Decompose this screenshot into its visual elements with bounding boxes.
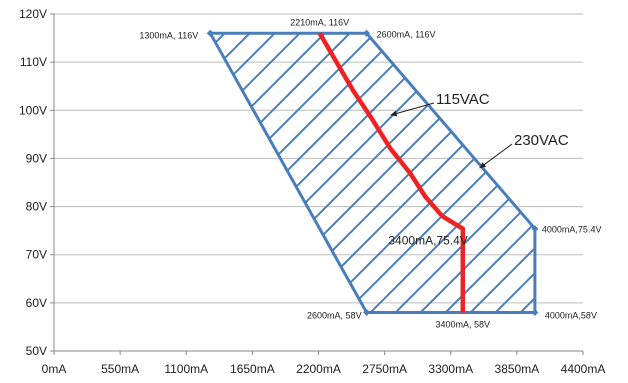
hatch-line — [524, 33, 535, 313]
x-tick-label: 550mA — [101, 362, 139, 376]
point-label: 2600mA, 116V — [377, 29, 436, 39]
hatch-line — [210, 33, 459, 313]
hatch-line — [210, 33, 434, 313]
x-tick-label: 1650mA — [230, 362, 275, 376]
hatch-line — [274, 33, 535, 313]
hatch-line — [224, 33, 535, 313]
hatch-line — [210, 33, 309, 313]
callout-label: 115VAC — [436, 91, 490, 108]
callout-arrowhead — [479, 162, 487, 169]
x-tick-label: 0mA — [42, 362, 67, 376]
y-tick-label: 90V — [26, 151, 47, 165]
y-tick-label: 100V — [19, 103, 47, 117]
hatch-line — [399, 33, 535, 313]
region-vertex-marker — [206, 29, 214, 37]
hatch-line — [299, 33, 535, 313]
x-tick-label: 2200mA — [296, 362, 341, 376]
gridlines — [54, 13, 583, 304]
point-label: 1300mA, 116V — [139, 30, 198, 40]
region-vertex-marker — [531, 225, 539, 233]
region-vertex-marker — [363, 29, 371, 37]
hatch-line — [210, 33, 384, 313]
region-outline — [208, 31, 537, 314]
hatch-line — [210, 33, 409, 313]
x-tick-label: 1100mA — [164, 362, 208, 376]
axes: 50V 60V 70V 80V 90V 100V 110V 120V 0mA 550mA 1100m… — [19, 7, 605, 376]
hatch-line — [474, 33, 535, 313]
point-label: 4000mA,58V — [545, 310, 597, 320]
hatch-line — [550, 0, 628, 383]
x-tick-label: 3300mA — [428, 362, 473, 376]
region-vertex-marker — [531, 308, 539, 316]
hatch-line — [600, 0, 628, 383]
hatch-line — [575, 0, 628, 383]
x-tick-label: 2750mA — [362, 362, 407, 376]
mid-point-label: 3400mA,75.4V — [388, 234, 467, 248]
callout-leader — [479, 143, 513, 169]
point-labels: 1300mA, 116V 2210mA, 116V 2600mA, 116V 4000… — [139, 17, 601, 329]
point-label: 2600mA, 58V — [307, 310, 362, 320]
hatch-line — [210, 33, 535, 313]
callouts: 115VAC 230VAC — [390, 91, 569, 169]
hatch-line — [499, 33, 535, 313]
hatch-line — [210, 33, 535, 313]
point-label: 3400mA, 58V — [435, 319, 490, 329]
callout-leader — [390, 102, 435, 116]
line-115vac — [317, 32, 466, 313]
point-label: 4000mA,75.4V — [542, 225, 602, 235]
callout-label: 230VAC — [514, 132, 569, 149]
callout-arrowhead — [390, 110, 398, 117]
hatch-line — [249, 33, 535, 313]
y-tick-label: 70V — [26, 248, 47, 262]
region-vertex-marker — [363, 308, 371, 316]
y-tick-label: 110V — [20, 55, 47, 69]
y-tick-label: 80V — [26, 200, 47, 214]
115vac-line — [317, 32, 466, 313]
hatch-line — [210, 33, 359, 313]
y-tick-label: 50V — [26, 344, 47, 358]
hatch-line — [210, 33, 334, 313]
hatch-line — [210, 33, 484, 313]
y-tick-label: 120V — [19, 7, 47, 21]
point-label: 2210mA, 116V — [290, 17, 349, 27]
x-tick-label: 3850mA — [495, 362, 540, 376]
x-tick-label: 4400mA — [561, 362, 606, 376]
y-tick-label: 60V — [26, 296, 47, 310]
